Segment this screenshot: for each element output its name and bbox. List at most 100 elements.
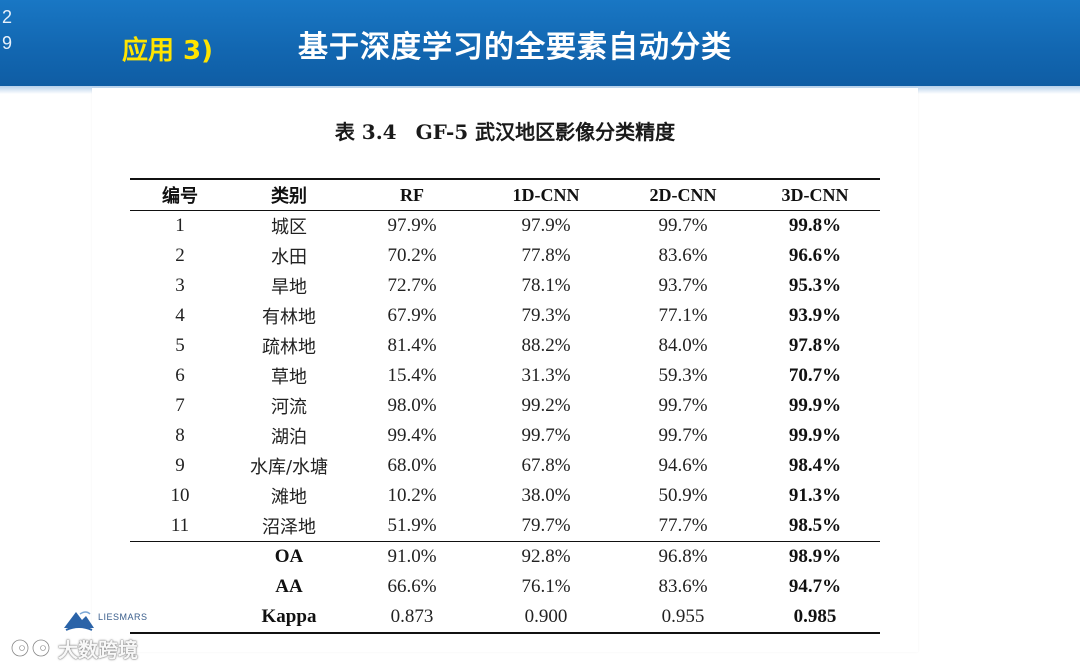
- table-cell: 96.8%: [616, 541, 750, 572]
- table-cell: 99.9%: [788, 395, 842, 416]
- table-cell: 67.8%: [521, 455, 571, 476]
- summary-row: OA 91.0% 92.8% 96.8% 98.9%: [130, 541, 880, 572]
- table-body: 1 城区 97.9% 97.9% 99.7% 99.8% 2 水田 70.2% 77.8% 83.6…: [130, 211, 880, 634]
- empty-cell: [130, 541, 230, 572]
- table-cell: 93.7%: [658, 275, 708, 296]
- table-cell: 0.900: [476, 602, 616, 634]
- logo-text: LIESMARS: [98, 612, 148, 622]
- table-cell: 河流: [271, 397, 307, 418]
- table-cell: 70.7%: [788, 365, 842, 386]
- summary-row: Kappa 0.873 0.900 0.955 0.985: [130, 602, 880, 634]
- table-cell: 79.3%: [521, 305, 571, 326]
- table-cell: 8: [175, 425, 185, 446]
- table-row: 10 滩地 10.2% 38.0% 50.9% 91.3%: [130, 481, 880, 511]
- table-cell: 5: [175, 335, 185, 356]
- table-cell: 91.3%: [788, 485, 842, 506]
- column-header: 类别: [230, 178, 348, 211]
- table-row: 2 水田 70.2% 77.8% 83.6% 96.6%: [130, 241, 880, 271]
- table-cell: 51.9%: [387, 515, 437, 536]
- column-header: RF: [348, 178, 476, 211]
- summary-label: Kappa: [230, 602, 348, 634]
- table-cell: 70.2%: [387, 245, 437, 266]
- page-number: 29: [2, 7, 13, 53]
- table-cell: 9: [175, 455, 185, 476]
- table-cell: 95.3%: [788, 275, 842, 296]
- table-cell: 10.2%: [387, 485, 437, 506]
- table-cell: 10: [170, 485, 190, 506]
- table-cell: 76.1%: [521, 576, 571, 597]
- table-cell: 91.0%: [348, 541, 476, 572]
- table-cell: 98.4%: [788, 455, 842, 476]
- table-cell: 84.0%: [658, 335, 708, 356]
- table-cell: 94.6%: [658, 455, 708, 476]
- table-cell: 11: [170, 515, 190, 536]
- table-cell: 99.7%: [521, 425, 571, 446]
- table-cell: 68.0%: [387, 455, 437, 476]
- table-row: 5 疏林地 81.4% 88.2% 84.0% 97.8%: [130, 331, 880, 361]
- table-cell: 湖泊: [271, 427, 307, 448]
- table-cell: 66.6%: [387, 576, 437, 597]
- table-cell: 77.7%: [658, 515, 708, 536]
- slide-title: 基于深度学习的全要素自动分类: [298, 30, 732, 65]
- watermark-text: 大数跨境: [58, 637, 138, 662]
- table-cell: 98.0%: [387, 395, 437, 416]
- table-cell: 滩地: [271, 487, 307, 508]
- header-bar: 29 应用 3) 基于深度学习的全要素自动分类: [0, 0, 1080, 94]
- table-cell: 水库/水塘: [249, 457, 329, 478]
- table-cell: 83.6%: [658, 576, 708, 597]
- table-cell: 0.955: [616, 602, 750, 634]
- table-cell: 城区: [271, 217, 307, 238]
- table-cell: 79.7%: [521, 515, 571, 536]
- table-cell: 旱地: [271, 277, 307, 298]
- table-row: 11 沼泽地 51.9% 79.7% 77.7% 98.5%: [130, 511, 880, 542]
- table-cell: 59.3%: [658, 365, 708, 386]
- column-header: 1D-CNN: [476, 178, 616, 211]
- table-cell: 疏林地: [262, 337, 316, 358]
- column-header: 2D-CNN: [616, 178, 750, 211]
- accuracy-table-figure: 表 3.4 GF-5 武汉地区影像分类精度 编号 类别 RF 1D-CNN 2D-CNN…: [92, 88, 918, 652]
- table-row: 7 河流 98.0% 99.2% 99.7% 99.9%: [130, 391, 880, 421]
- summary-label: OA: [230, 541, 348, 572]
- table-cell: 81.4%: [387, 335, 437, 356]
- table-cell: 2: [175, 245, 185, 266]
- table-caption: 表 3.4 GF-5 武汉地区影像分类精度: [92, 116, 918, 145]
- table-cell: 96.6%: [788, 245, 842, 266]
- column-header: 编号: [130, 178, 230, 211]
- table-cell: 98.5%: [788, 515, 842, 536]
- table-row: 4 有林地 67.9% 79.3% 77.1% 93.9%: [130, 301, 880, 331]
- empty-cell: [130, 572, 230, 602]
- table-cell: 7: [175, 395, 185, 416]
- table-row: 9 水库/水塘 68.0% 67.8% 94.6% 98.4%: [130, 451, 880, 481]
- table-cell: 31.3%: [521, 365, 571, 386]
- table-cell: 50.9%: [658, 485, 708, 506]
- table-cell: 0.985: [750, 602, 880, 634]
- table-cell: 4: [175, 305, 185, 326]
- watermark: 大数跨境: [8, 634, 138, 662]
- table-cell: 6: [175, 365, 185, 386]
- caption-number: 表 3.4: [334, 120, 397, 144]
- table-cell: 92.8%: [476, 541, 616, 572]
- caption-title: GF-5 武汉地区影像分类精度: [415, 120, 676, 144]
- table-cell: 78.1%: [521, 275, 571, 296]
- table-cell: 77.8%: [521, 245, 571, 266]
- table-row: 6 草地 15.4% 31.3% 59.3% 70.7%: [130, 361, 880, 391]
- table-cell: 38.0%: [521, 485, 571, 506]
- table-cell: 99.7%: [658, 215, 708, 236]
- column-header: 3D-CNN: [750, 178, 880, 211]
- summary-label: AA: [275, 576, 303, 597]
- table-cell: 水田: [271, 247, 307, 268]
- table-cell: 88.2%: [521, 335, 571, 356]
- section-label: 应用 3): [122, 36, 214, 66]
- table-cell: 67.9%: [387, 305, 437, 326]
- table-cell: 72.7%: [387, 275, 437, 296]
- table-cell: 沼泽地: [262, 517, 316, 538]
- table-header-row: 编号 类别 RF 1D-CNN 2D-CNN 3D-CNN: [130, 178, 880, 211]
- table-cell: 99.7%: [658, 425, 708, 446]
- table-cell: 98.9%: [750, 541, 880, 572]
- table-cell: 99.9%: [788, 425, 842, 446]
- summary-row: AA 66.6% 76.1% 83.6% 94.7%: [130, 572, 880, 602]
- watermark-eyes-icon: [10, 638, 51, 658]
- table-cell: 有林地: [262, 307, 316, 328]
- accuracy-table: 编号 类别 RF 1D-CNN 2D-CNN 3D-CNN 1 城区 97.9% 97.9% 99…: [130, 178, 880, 634]
- table-cell: 97.9%: [521, 215, 571, 236]
